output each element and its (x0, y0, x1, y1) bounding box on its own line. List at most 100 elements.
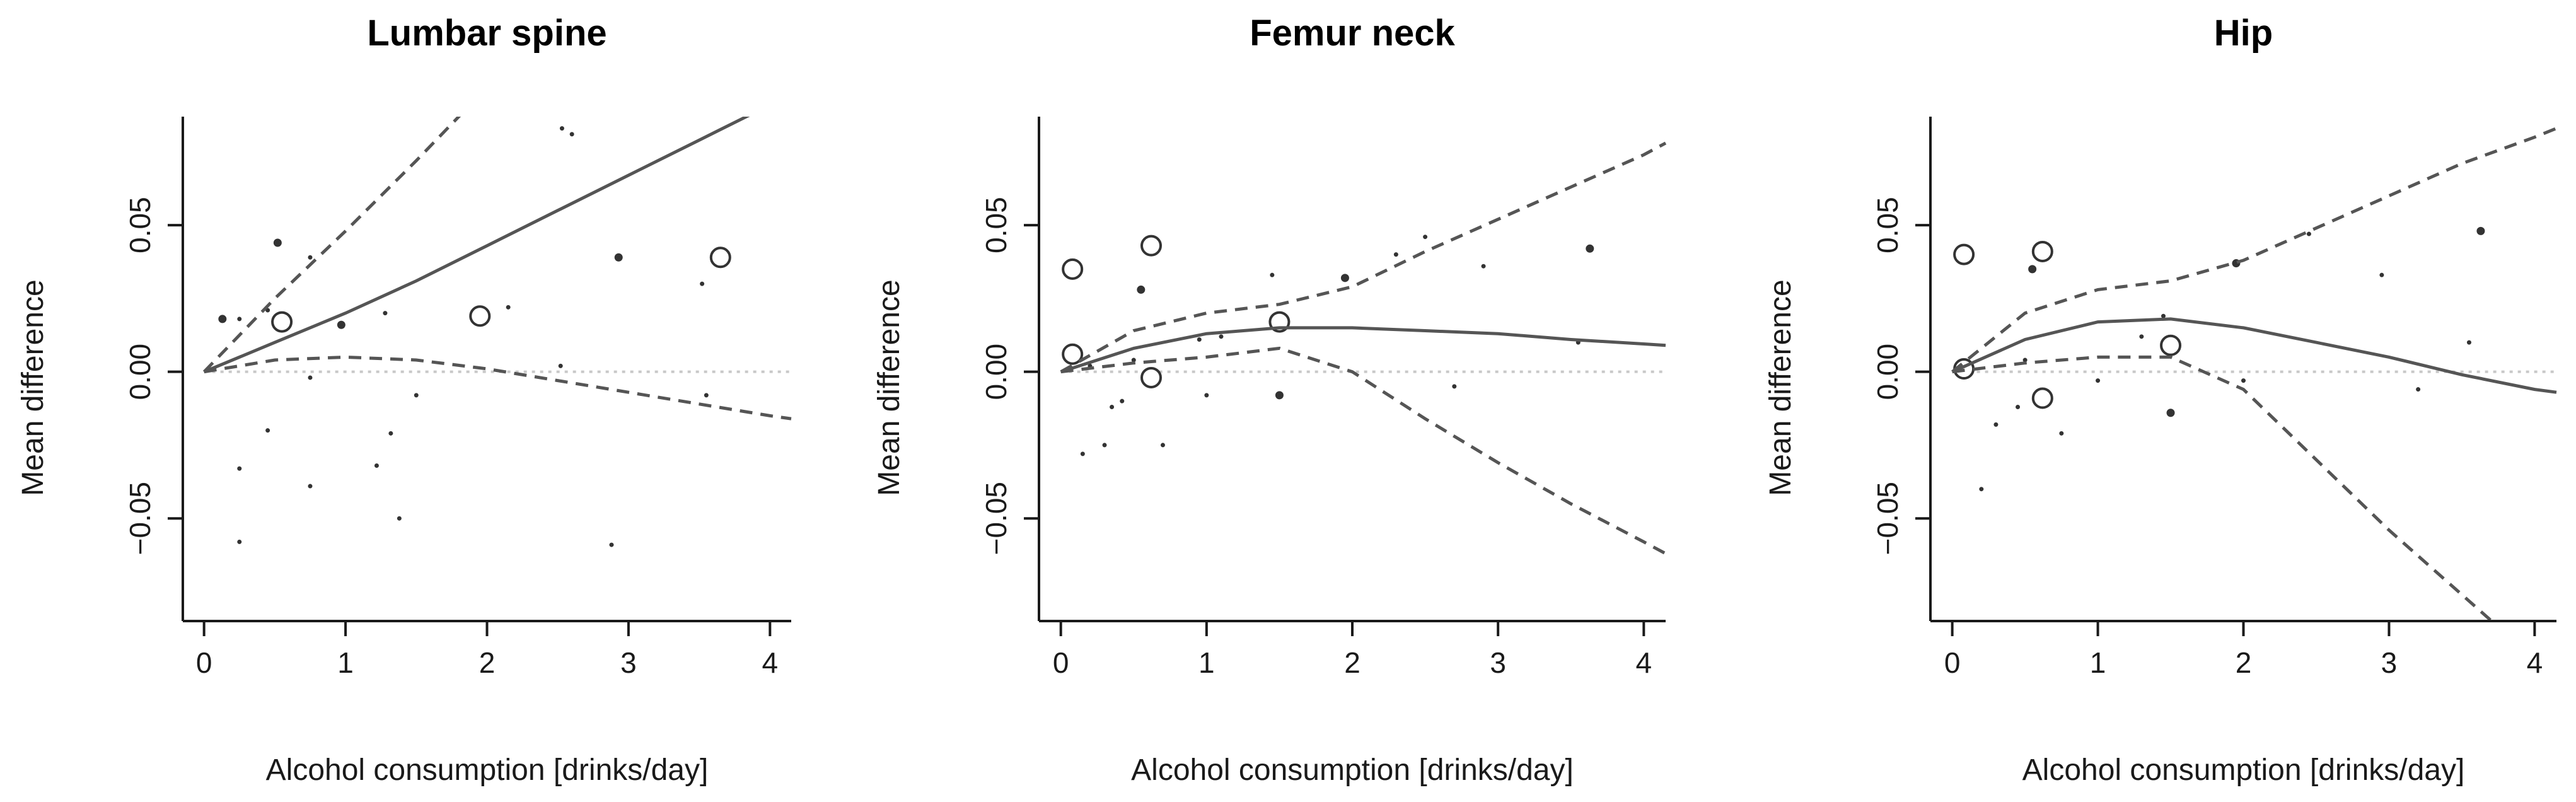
data-point (1140, 235, 1162, 257)
data-point (2379, 272, 2384, 277)
x-tick-label: 3 (2381, 646, 2398, 679)
data-point (265, 308, 270, 313)
data-point (2031, 387, 2053, 409)
y-axis-label: Mean difference (1764, 279, 1797, 496)
data-point (1270, 272, 1275, 277)
x-tick-label: 4 (762, 646, 779, 679)
x-tick-label: 4 (1636, 646, 1652, 679)
data-point (1979, 487, 1984, 492)
data-point (2031, 240, 2053, 262)
x-axis-label: Alcohol consumption [drinks/day] (1131, 753, 1574, 787)
upper-ci-curve (1951, 127, 2557, 373)
x-axis-label: Alcohol consumption [drinks/day] (266, 753, 709, 787)
data-point (1953, 243, 1975, 265)
data-point (2028, 265, 2037, 274)
data-point (237, 466, 242, 471)
data-point (614, 253, 623, 262)
panel-0: Lumbar spine 0 1 2 3 4 −0.05 0.00 0.05 Alcohol co… (16, 13, 792, 787)
y-tick-label: 0.00 (124, 344, 156, 400)
data-point (237, 317, 242, 322)
data-point (1062, 343, 1084, 365)
y-axis-label: Mean difference (16, 279, 50, 496)
data-point (273, 238, 282, 247)
x-tick-label: 3 (1490, 646, 1506, 679)
data-point (1110, 404, 1115, 409)
data-point (388, 431, 393, 436)
data-point (1993, 422, 1999, 427)
panel-1: Femur neck 0 1 2 3 4 −0.05 0.00 0.05 Alcohol cons… (873, 13, 1667, 787)
plot-area (1060, 141, 1667, 555)
data-point (308, 255, 313, 260)
data-point (559, 126, 564, 131)
data-point (414, 393, 419, 398)
data-point (383, 311, 388, 316)
y-tick-label: −0.05 (1871, 482, 1904, 555)
data-point (1062, 258, 1084, 280)
data-point (265, 428, 270, 433)
data-point (1137, 285, 1146, 294)
y-axis-label: Mean difference (873, 279, 906, 496)
fitted-curve (1060, 326, 1666, 374)
lower-ci-curve (1060, 346, 1667, 555)
fitted-curve (1951, 317, 2557, 394)
x-tick-label: 4 (2527, 646, 2543, 679)
data-point (2139, 334, 2144, 339)
data-point (2059, 431, 2064, 436)
data-point (1452, 384, 1457, 389)
data-point (1140, 366, 1162, 388)
data-point (2476, 226, 2485, 235)
panel-title: Femur neck (1250, 13, 1455, 54)
data-point (569, 132, 574, 137)
y-tick-label: 0.00 (1871, 344, 1904, 400)
data-point (337, 320, 345, 329)
y-tick-label: 0.05 (124, 197, 156, 253)
data-point (2166, 409, 2175, 417)
upper-ci-curve (1060, 141, 1667, 373)
data-point (1080, 451, 1085, 456)
upper-ci-curve (202, 117, 461, 373)
data-point (1219, 334, 1224, 339)
data-point (558, 363, 563, 368)
data-point (397, 516, 402, 521)
data-point (1481, 264, 1486, 269)
data-point (2016, 404, 2021, 409)
x-tick-label: 0 (1944, 646, 1961, 679)
x-tick-label: 2 (479, 646, 496, 679)
plot-area (1951, 127, 2557, 620)
data-point (1340, 274, 1349, 282)
y-tick-label: 0.05 (1871, 197, 1904, 253)
data-point (1586, 244, 1594, 253)
data-point (308, 484, 313, 489)
data-point (469, 305, 491, 327)
y-tick-label: 0.00 (980, 344, 1012, 400)
data-point (2161, 313, 2166, 318)
data-point (1102, 443, 1107, 448)
data-point (1197, 337, 1202, 342)
data-point (1393, 252, 1398, 257)
x-axis-label: Alcohol consumption [drinks/day] (2022, 753, 2465, 787)
x-tick-label: 3 (620, 646, 637, 679)
data-point (218, 315, 227, 323)
x-tick-label: 1 (337, 646, 354, 679)
data-point (506, 305, 511, 310)
data-point (374, 463, 379, 468)
data-point (704, 393, 709, 398)
x-tick-label: 1 (2090, 646, 2106, 679)
fitted-curve (203, 117, 750, 374)
data-point (2160, 334, 2182, 356)
data-point (709, 247, 731, 269)
x-tick-label: 2 (2236, 646, 2252, 679)
data-point (609, 542, 614, 547)
data-point (1120, 398, 1125, 404)
data-point (1204, 393, 1209, 398)
x-tick-label: 0 (196, 646, 212, 679)
lower-ci-curve (204, 355, 792, 421)
panel-title: Lumbar spine (367, 13, 606, 54)
x-tick-label: 2 (1344, 646, 1361, 679)
data-point (2241, 378, 2246, 383)
panel-title: Hip (2214, 13, 2273, 54)
y-tick-label: −0.05 (124, 482, 156, 555)
y-tick-label: −0.05 (980, 482, 1012, 555)
x-tick-label: 1 (1198, 646, 1215, 679)
